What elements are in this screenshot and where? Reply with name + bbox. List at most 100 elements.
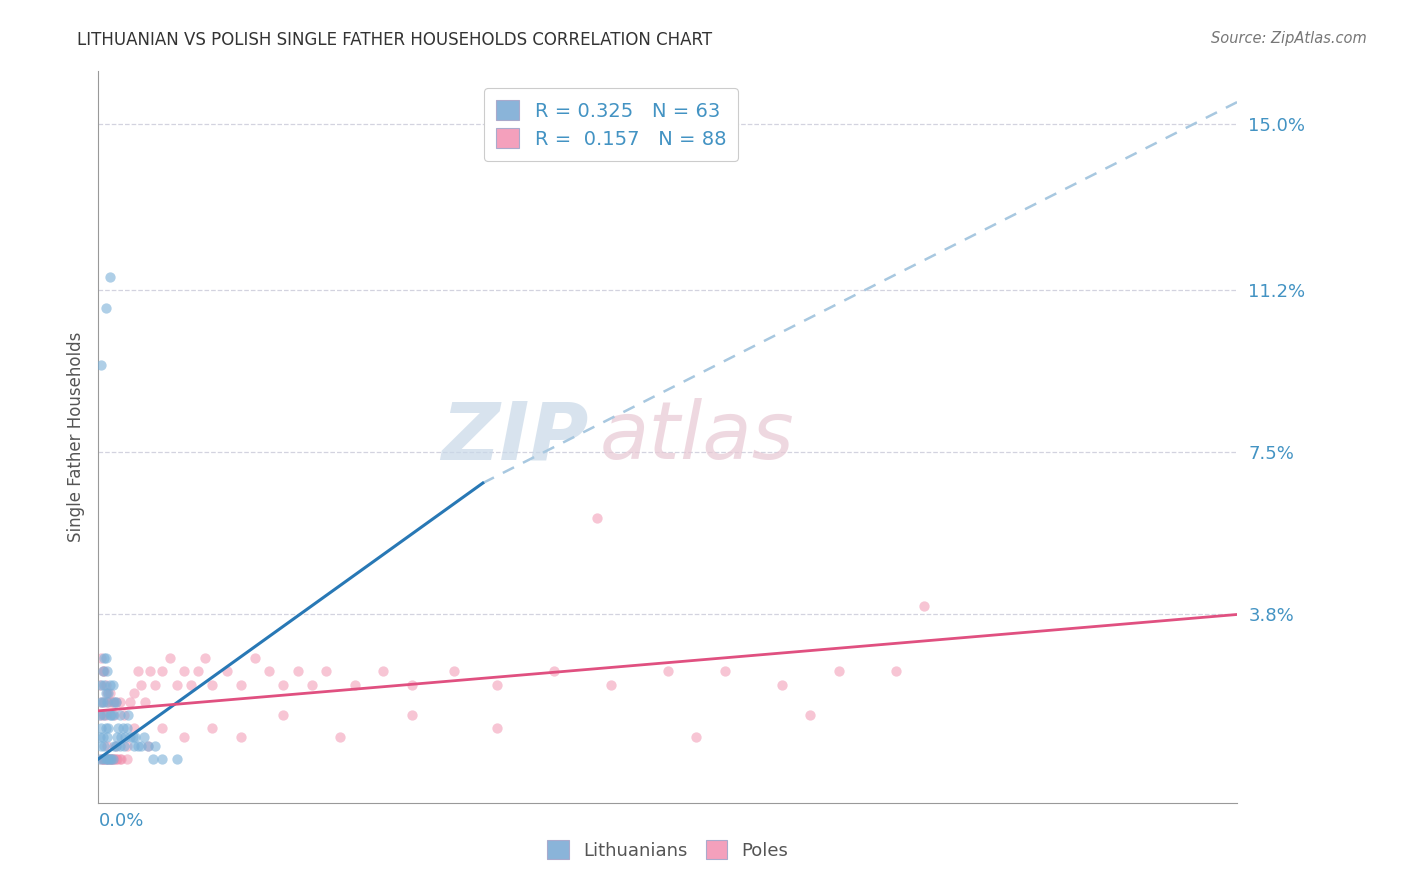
Point [145, 739, 167, 753]
Point [401, 708, 423, 723]
Point [98, 677, 121, 691]
Point [112, 708, 135, 723]
Point [101, 695, 124, 709]
Point [129, 739, 152, 753]
Point [118, 730, 141, 744]
Point [141, 752, 163, 766]
Point [100, 708, 122, 723]
Point [127, 665, 149, 679]
Point [101, 752, 124, 766]
Point [343, 677, 366, 691]
Point [96, 695, 118, 709]
Point [201, 722, 224, 736]
Point [89, 708, 111, 723]
Point [173, 730, 195, 744]
Point [159, 651, 181, 665]
Text: atlas: atlas [599, 398, 794, 476]
Point [91, 708, 114, 723]
Point [91, 695, 114, 709]
Point [98, 752, 121, 766]
Point [152, 665, 174, 679]
Point [585, 511, 607, 525]
Point [101, 708, 124, 723]
Point [96, 752, 118, 766]
Point [187, 665, 209, 679]
Point [93, 739, 115, 753]
Point [97, 686, 120, 700]
Point [166, 752, 188, 766]
Point [657, 665, 679, 679]
Point [93, 651, 115, 665]
Point [685, 730, 707, 744]
Point [110, 752, 132, 766]
Point [94, 722, 117, 736]
Point [315, 665, 337, 679]
Point [90, 651, 112, 665]
Point [93, 665, 115, 679]
Point [94, 651, 117, 665]
Point [94, 677, 117, 691]
Point [101, 677, 124, 691]
Point [229, 677, 252, 691]
Point [152, 752, 174, 766]
Point [96, 686, 118, 700]
Point [105, 730, 128, 744]
Point [90, 677, 112, 691]
Point [91, 752, 114, 766]
Point [104, 739, 127, 753]
Point [136, 739, 159, 753]
Point [229, 730, 252, 744]
Point [100, 752, 122, 766]
Point [96, 752, 118, 766]
Point [96, 665, 118, 679]
Point [401, 677, 423, 691]
Point [543, 665, 565, 679]
Point [215, 665, 238, 679]
Point [884, 665, 907, 679]
Point [98, 270, 121, 285]
Point [97, 752, 120, 766]
Point [127, 739, 149, 753]
Point [94, 686, 117, 700]
Point [96, 739, 118, 753]
Point [122, 722, 145, 736]
Point [105, 752, 128, 766]
Point [115, 752, 138, 766]
Point [110, 730, 132, 744]
Point [93, 708, 115, 723]
Point [828, 665, 851, 679]
Point [104, 739, 127, 753]
Text: LITHUANIAN VS POLISH SINGLE FATHER HOUSEHOLDS CORRELATION CHART: LITHUANIAN VS POLISH SINGLE FATHER HOUSE… [77, 31, 713, 49]
Point [243, 651, 266, 665]
Point [145, 677, 167, 691]
Point [104, 695, 127, 709]
Point [90, 695, 112, 709]
Point [94, 708, 117, 723]
Point [273, 677, 295, 691]
Point [121, 730, 143, 744]
Point [93, 695, 115, 709]
Point [89, 677, 111, 691]
Point [108, 739, 131, 753]
Point [104, 695, 127, 709]
Point [108, 708, 131, 723]
Point [134, 695, 156, 709]
Point [799, 708, 821, 723]
Point [90, 739, 112, 753]
Text: Source: ZipAtlas.com: Source: ZipAtlas.com [1211, 31, 1367, 46]
Point [108, 752, 131, 766]
Point [173, 665, 195, 679]
Point [100, 695, 122, 709]
Text: 0.0%: 0.0% [98, 812, 143, 830]
Point [111, 722, 134, 736]
Point [115, 739, 138, 753]
Point [132, 730, 155, 744]
Point [122, 739, 145, 753]
Point [91, 665, 114, 679]
Point [329, 730, 352, 744]
Point [124, 730, 146, 744]
Point [93, 677, 115, 691]
Point [107, 722, 129, 736]
Point [91, 665, 114, 679]
Y-axis label: Single Father Households: Single Father Households [66, 332, 84, 542]
